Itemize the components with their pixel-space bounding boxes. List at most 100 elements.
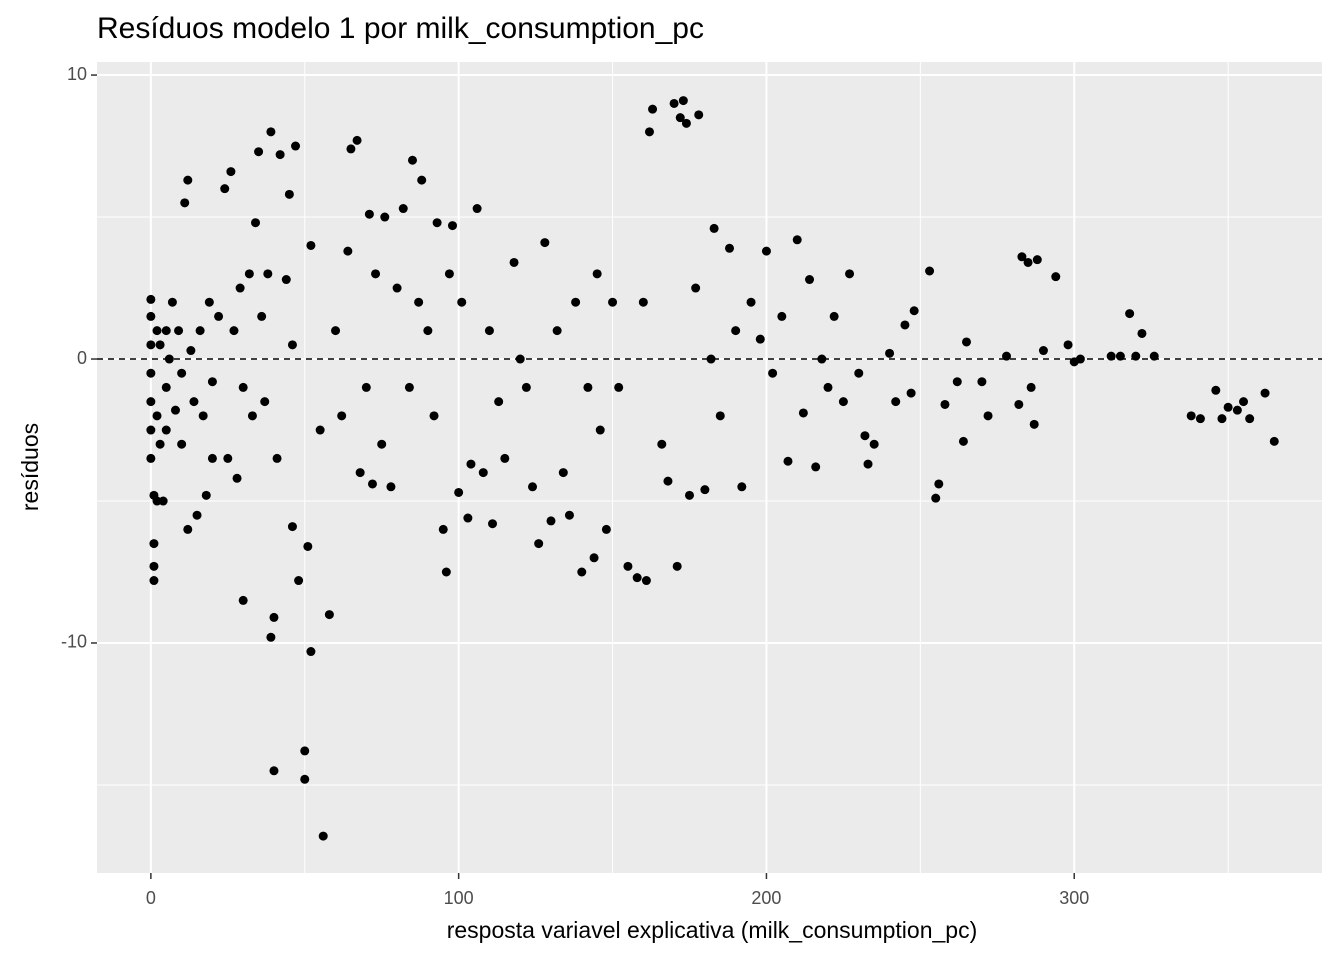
- point: [229, 326, 239, 336]
- x-tick-label: 200: [751, 888, 781, 908]
- point: [214, 311, 224, 321]
- point: [983, 411, 993, 421]
- point: [638, 297, 648, 307]
- point: [269, 612, 279, 622]
- point: [709, 223, 719, 233]
- point: [161, 326, 171, 336]
- point: [432, 218, 442, 228]
- point: [226, 167, 236, 177]
- point: [700, 485, 710, 495]
- point: [1137, 328, 1147, 338]
- point: [183, 175, 193, 185]
- point: [952, 377, 962, 387]
- point: [715, 411, 725, 421]
- point: [454, 487, 464, 497]
- point: [315, 425, 325, 435]
- point: [885, 348, 895, 358]
- point: [675, 113, 685, 123]
- point: [558, 468, 568, 478]
- point: [1239, 397, 1249, 407]
- point: [694, 110, 704, 120]
- point: [962, 337, 972, 347]
- point: [608, 297, 618, 307]
- point: [1014, 399, 1024, 409]
- point: [494, 397, 504, 407]
- point: [761, 246, 771, 256]
- point: [755, 334, 765, 344]
- point: [149, 561, 159, 571]
- point: [146, 294, 156, 304]
- point: [540, 238, 550, 248]
- point: [958, 436, 968, 446]
- point: [355, 468, 365, 478]
- point: [577, 567, 587, 577]
- point: [146, 425, 156, 435]
- point: [731, 326, 741, 336]
- point: [352, 135, 362, 145]
- point: [909, 306, 919, 316]
- point: [146, 340, 156, 350]
- point: [1223, 402, 1233, 412]
- point: [777, 311, 787, 321]
- point: [746, 297, 756, 307]
- point: [472, 204, 482, 214]
- point: [146, 397, 156, 407]
- point: [281, 275, 291, 285]
- point: [337, 411, 347, 421]
- point: [478, 468, 488, 478]
- point: [484, 326, 494, 336]
- point: [263, 269, 273, 279]
- point: [192, 510, 202, 520]
- point: [488, 519, 498, 529]
- point: [244, 269, 254, 279]
- point: [632, 573, 642, 583]
- point: [291, 141, 301, 151]
- point: [189, 397, 199, 407]
- chart-title: Resíduos modelo 1 por milk_consumption_p…: [97, 12, 704, 45]
- point: [220, 184, 230, 194]
- point: [466, 459, 476, 469]
- point: [678, 96, 688, 106]
- point: [152, 326, 162, 336]
- point: [447, 221, 457, 231]
- x-tick-label: 0: [146, 888, 156, 908]
- point: [463, 513, 473, 523]
- point: [869, 439, 879, 449]
- y-tick-label: -10: [61, 632, 87, 652]
- point: [238, 595, 248, 605]
- point: [146, 453, 156, 463]
- point: [500, 453, 510, 463]
- point: [681, 118, 691, 128]
- point: [648, 104, 658, 114]
- point: [1245, 414, 1255, 424]
- point: [1186, 411, 1196, 421]
- point: [509, 257, 519, 267]
- point: [275, 150, 285, 160]
- point: [583, 382, 593, 392]
- point: [158, 496, 168, 506]
- point: [152, 496, 162, 506]
- point: [737, 482, 747, 492]
- point: [201, 490, 211, 500]
- point: [657, 439, 667, 449]
- point: [287, 340, 297, 350]
- point: [706, 354, 716, 364]
- point: [303, 541, 313, 551]
- point: [931, 493, 941, 503]
- y-tick-label: 10: [67, 64, 87, 84]
- point: [663, 476, 673, 486]
- point: [367, 479, 377, 489]
- point: [1017, 252, 1027, 262]
- point: [343, 246, 353, 256]
- point: [164, 354, 174, 364]
- point: [180, 198, 190, 208]
- point: [414, 297, 424, 307]
- point: [284, 189, 294, 199]
- point: [1211, 385, 1221, 395]
- point: [149, 539, 159, 549]
- point: [429, 411, 439, 421]
- point: [361, 382, 371, 392]
- point: [324, 610, 334, 620]
- point: [1023, 257, 1033, 267]
